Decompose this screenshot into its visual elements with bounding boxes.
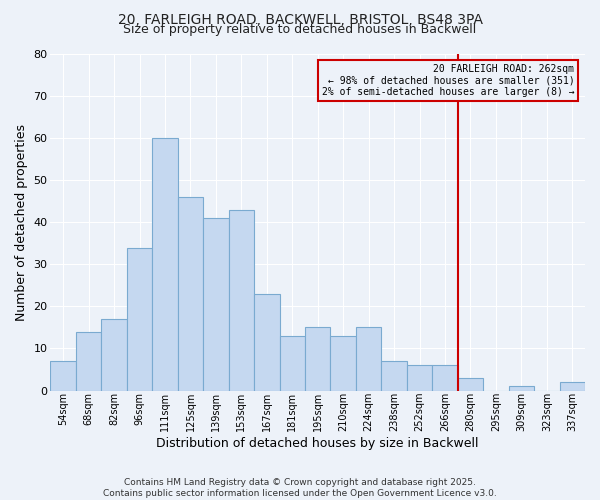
Bar [331, 336, 356, 390]
Text: 20, FARLEIGH ROAD, BACKWELL, BRISTOL, BS48 3PA: 20, FARLEIGH ROAD, BACKWELL, BRISTOL, BS… [118, 12, 482, 26]
Bar [407, 366, 432, 390]
Text: Contains HM Land Registry data © Crown copyright and database right 2025.
Contai: Contains HM Land Registry data © Crown c… [103, 478, 497, 498]
Bar [509, 386, 534, 390]
Bar [127, 248, 152, 390]
Bar [50, 361, 76, 390]
Bar [280, 336, 305, 390]
Bar [458, 378, 483, 390]
Bar [382, 361, 407, 390]
Text: 20 FARLEIGH ROAD: 262sqm
← 98% of detached houses are smaller (351)
2% of semi-d: 20 FARLEIGH ROAD: 262sqm ← 98% of detach… [322, 64, 574, 98]
Bar [356, 328, 382, 390]
Y-axis label: Number of detached properties: Number of detached properties [15, 124, 28, 321]
Text: Size of property relative to detached houses in Backwell: Size of property relative to detached ho… [124, 22, 476, 36]
Bar [560, 382, 585, 390]
Bar [178, 197, 203, 390]
Bar [152, 138, 178, 390]
Bar [101, 319, 127, 390]
X-axis label: Distribution of detached houses by size in Backwell: Distribution of detached houses by size … [157, 437, 479, 450]
Bar [432, 366, 458, 390]
Bar [203, 218, 229, 390]
Bar [254, 294, 280, 390]
Bar [229, 210, 254, 390]
Bar [76, 332, 101, 390]
Bar [305, 328, 331, 390]
